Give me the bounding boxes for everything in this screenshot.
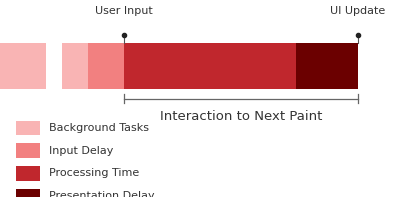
- Text: Input Delay: Input Delay: [49, 146, 113, 156]
- Bar: [16, 166, 40, 181]
- Bar: [16, 189, 40, 197]
- Text: Processing Time: Processing Time: [49, 168, 139, 178]
- Text: Presentation Delay: Presentation Delay: [49, 191, 154, 197]
- Bar: [16, 121, 40, 136]
- Bar: [124, 43, 296, 89]
- Bar: [296, 43, 358, 89]
- Text: User Input: User Input: [95, 6, 153, 16]
- Text: Interaction to Next Paint: Interaction to Next Paint: [160, 110, 322, 123]
- Text: Background Tasks: Background Tasks: [49, 123, 149, 133]
- Bar: [62, 43, 88, 89]
- Bar: [0, 43, 46, 89]
- Text: UI Update: UI Update: [330, 6, 386, 16]
- Bar: [16, 143, 40, 158]
- Bar: [88, 43, 124, 89]
